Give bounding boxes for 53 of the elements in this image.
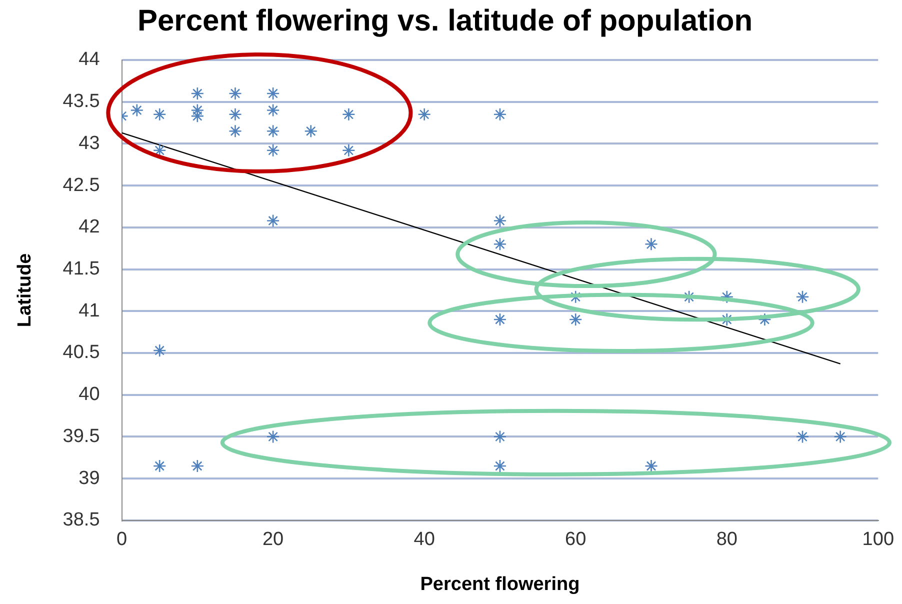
x-tick-label: 20: [262, 529, 284, 550]
point: [342, 144, 356, 158]
x-tick-label: 0: [116, 529, 128, 550]
point: [493, 430, 507, 444]
y-axis-title: Latitude: [14, 253, 36, 328]
x-tick-label: 60: [565, 529, 586, 550]
y-tick-label: 39: [78, 468, 100, 489]
y-tick-label: 42.5: [62, 174, 100, 196]
point: [493, 108, 507, 122]
point: [796, 290, 810, 304]
point: [493, 214, 507, 228]
point: [418, 108, 431, 122]
point: [266, 430, 280, 444]
x-tick-label: 100: [862, 529, 894, 550]
point: [266, 144, 280, 158]
x-tick-label: 80: [716, 529, 738, 550]
y-tick-label: 42: [78, 216, 100, 238]
point: [568, 312, 582, 326]
point: [228, 108, 242, 122]
point: [493, 312, 507, 326]
point: [152, 459, 166, 473]
point: [493, 459, 507, 473]
point: [228, 86, 242, 100]
point: [493, 238, 507, 251]
point: [152, 108, 166, 122]
point: [796, 430, 810, 444]
y-tick-label: 40.5: [62, 342, 100, 364]
point: [266, 214, 280, 228]
point: [266, 124, 280, 138]
point: [644, 459, 658, 473]
y-tick-label: 40: [78, 384, 100, 406]
point: [228, 124, 242, 138]
point: [342, 108, 356, 122]
y-tick-label: 43: [78, 132, 100, 154]
y-tick-label: 38.5: [62, 510, 100, 531]
y-tick-label: 44: [78, 49, 100, 70]
point: [190, 86, 204, 100]
y-tick-label: 43.5: [62, 91, 100, 112]
point: [152, 344, 166, 358]
point: [190, 459, 204, 473]
chart-title: Percent flowering vs. latitude of population: [137, 4, 753, 38]
point: [834, 430, 847, 444]
point: [304, 124, 318, 138]
point: [266, 104, 280, 117]
point: [152, 144, 166, 158]
point: [130, 104, 144, 117]
point: [266, 86, 280, 100]
x-tick-label: 40: [414, 529, 435, 550]
x-axis-title: Percent flowering: [420, 574, 580, 595]
y-tick-label: 39.5: [62, 426, 100, 447]
y-tick-label: 41: [78, 300, 100, 322]
point: [644, 238, 658, 251]
y-tick-label: 41.5: [62, 258, 100, 280]
